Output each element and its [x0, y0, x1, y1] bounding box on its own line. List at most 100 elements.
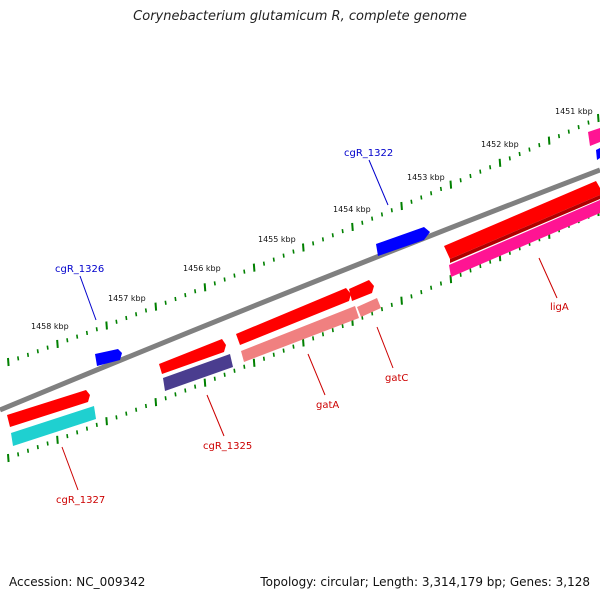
gene-cgR_1327-feature[interactable]	[7, 390, 90, 427]
scale-tick	[135, 407, 138, 412]
scale-tick	[331, 328, 334, 333]
scale-tick	[252, 358, 256, 367]
scale-tick	[508, 156, 511, 161]
gene-label-cgR_1327[interactable]: cgR_1327	[56, 495, 105, 506]
gene-cgR_1325-product-feature[interactable]	[163, 354, 233, 391]
kbp-label-1453: 1453 kbp	[407, 173, 445, 182]
scale-tick	[17, 356, 20, 361]
genome-summary-text: Topology: circular; Length: 3,314,179 bp…	[260, 575, 590, 589]
scale-tick	[7, 453, 10, 463]
scale-tick	[144, 308, 148, 313]
scale-tick	[292, 344, 295, 349]
gene-cgR_1325-feature[interactable]	[159, 339, 226, 374]
scale-tick	[341, 228, 344, 234]
scale-tick	[243, 364, 246, 369]
scale-tick	[164, 396, 167, 401]
gene-label-ligA[interactable]: ligA	[550, 302, 569, 313]
gene-gatA-product-feature[interactable]	[241, 306, 359, 362]
scale-tick	[282, 253, 285, 258]
scale-tick	[76, 334, 79, 339]
scale-tick	[321, 237, 325, 242]
scale-tick	[213, 376, 216, 381]
kbp-label-1451: 1451 kbp	[555, 107, 593, 116]
kbp-label-1458: 1458 kbp	[31, 322, 69, 331]
gene-label-cgR_1326[interactable]: cgR_1326	[55, 264, 104, 275]
scale-tick	[164, 300, 167, 305]
scale-tick	[597, 113, 600, 123]
scale-tick	[174, 296, 177, 302]
scale-tick	[557, 134, 561, 139]
kbp-label-1455: 1455 kbp	[258, 235, 296, 244]
leader-line-cgR_1322	[368, 159, 389, 206]
scale-tick	[223, 277, 226, 282]
gene-label-gatC[interactable]: gatC	[385, 373, 408, 384]
scale-tick	[203, 283, 207, 292]
scale-tick	[479, 263, 482, 269]
scale-tick	[390, 208, 393, 213]
gene-gatC-feature[interactable]	[349, 280, 374, 301]
gene-label-gatA[interactable]: gatA	[316, 400, 339, 411]
scale-tick	[302, 338, 305, 347]
scale-tick	[341, 323, 344, 329]
scale-tick	[154, 398, 158, 407]
scale-tick	[312, 336, 315, 341]
scale-tick	[56, 435, 59, 444]
scale-tick	[459, 178, 462, 183]
gene-ligA-product-feature[interactable]	[449, 200, 600, 277]
gene-cgR_1322-feature[interactable]	[376, 227, 430, 256]
scale-tick	[105, 321, 108, 330]
scale-tick	[361, 220, 364, 225]
scale-tick	[518, 151, 521, 157]
scale-tick	[272, 257, 275, 262]
scale-tick	[26, 352, 30, 357]
scale-tick	[135, 312, 138, 317]
accession-text: Accession: NC_009342	[9, 575, 146, 589]
leader-line-cgR_1326	[79, 275, 97, 321]
leader-line-gatA	[307, 353, 326, 396]
kbp-label-1454: 1454 kbp	[333, 205, 371, 214]
scale-tick	[439, 281, 443, 286]
gene-cgR_1327-product-feature[interactable]	[11, 406, 96, 446]
scale-tick	[390, 302, 393, 308]
kbp-label-1457: 1457 kbp	[108, 294, 146, 303]
scale-tick	[312, 241, 315, 246]
gene-magenta-edge-feature[interactable]	[588, 128, 600, 146]
scale-tick	[420, 289, 423, 295]
scale-tick	[479, 169, 482, 174]
kbp-label-1452: 1452 kbp	[481, 140, 519, 149]
scale-tick	[66, 433, 69, 439]
scale-tick	[430, 191, 433, 196]
gene-label-cgR_1325[interactable]: cgR_1325	[203, 441, 252, 452]
scale-tick	[538, 142, 541, 148]
gene-gatC-product-feature[interactable]	[357, 298, 381, 317]
scale-tick	[351, 222, 354, 232]
scale-tick	[213, 281, 216, 286]
scale-tick	[587, 120, 590, 125]
scale-tick	[125, 411, 128, 416]
gene-gatA-feature[interactable]	[236, 288, 351, 345]
gene-blue-edge-feature[interactable]	[596, 148, 600, 160]
scale-tick	[56, 339, 59, 349]
scale-tick	[331, 233, 334, 238]
gene-label-cgR_1322[interactable]: cgR_1322	[344, 148, 393, 159]
scale-tick	[85, 426, 89, 431]
scale-tick	[380, 307, 384, 312]
scale-tick	[95, 422, 98, 428]
gene-ligA-feature[interactable]	[444, 181, 600, 263]
scale-tick	[371, 216, 374, 221]
scale-tick	[125, 315, 128, 321]
scale-tick	[400, 201, 403, 211]
scale-tick	[410, 294, 413, 299]
scale-tick	[272, 352, 275, 357]
scale-tick	[380, 212, 384, 217]
scale-tick	[489, 165, 492, 170]
scale-tick	[262, 261, 266, 266]
scale-tick	[233, 273, 236, 278]
scale-tick	[203, 378, 207, 387]
scale-tick	[26, 448, 30, 453]
gene-cgR_1326-feature[interactable]	[95, 349, 122, 366]
scale-tick	[262, 356, 266, 361]
scale-tick	[223, 372, 226, 377]
scale-tick	[115, 415, 118, 420]
